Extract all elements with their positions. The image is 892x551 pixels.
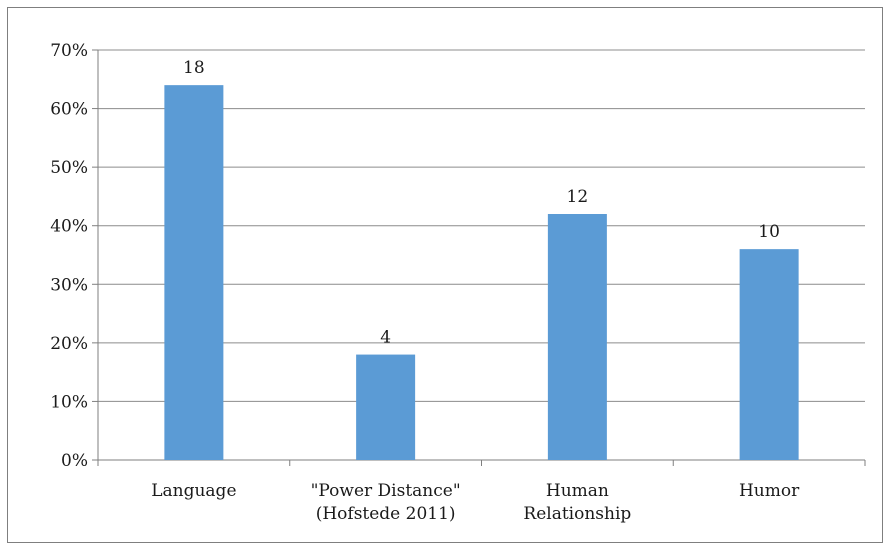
bar <box>547 214 607 460</box>
data-label: 12 <box>567 187 589 207</box>
y-tick-label: 20% <box>50 334 88 354</box>
data-label: 4 <box>380 328 391 348</box>
x-tick-label: "Power Distance" <box>311 481 461 501</box>
y-tick-label: 40% <box>50 217 88 237</box>
chart-frame <box>7 7 883 543</box>
y-tick-label: 70% <box>50 41 88 61</box>
bar <box>164 85 224 461</box>
x-tick-label: Relationship <box>523 504 631 524</box>
data-label: 18 <box>183 58 205 78</box>
data-label: 10 <box>758 222 780 242</box>
y-tick-label: 50% <box>50 158 88 178</box>
x-tick-label: Language <box>151 481 236 501</box>
bar <box>739 249 799 460</box>
bar <box>356 354 416 460</box>
y-tick-label: 10% <box>50 392 88 412</box>
y-tick-label: 0% <box>61 451 88 471</box>
x-tick-label: (Hofstede 2011) <box>316 504 456 524</box>
x-tick-label: Humor <box>739 481 800 501</box>
x-tick-label: Human <box>546 481 609 501</box>
y-tick-label: 30% <box>50 275 88 295</box>
y-tick-label: 60% <box>50 100 88 120</box>
